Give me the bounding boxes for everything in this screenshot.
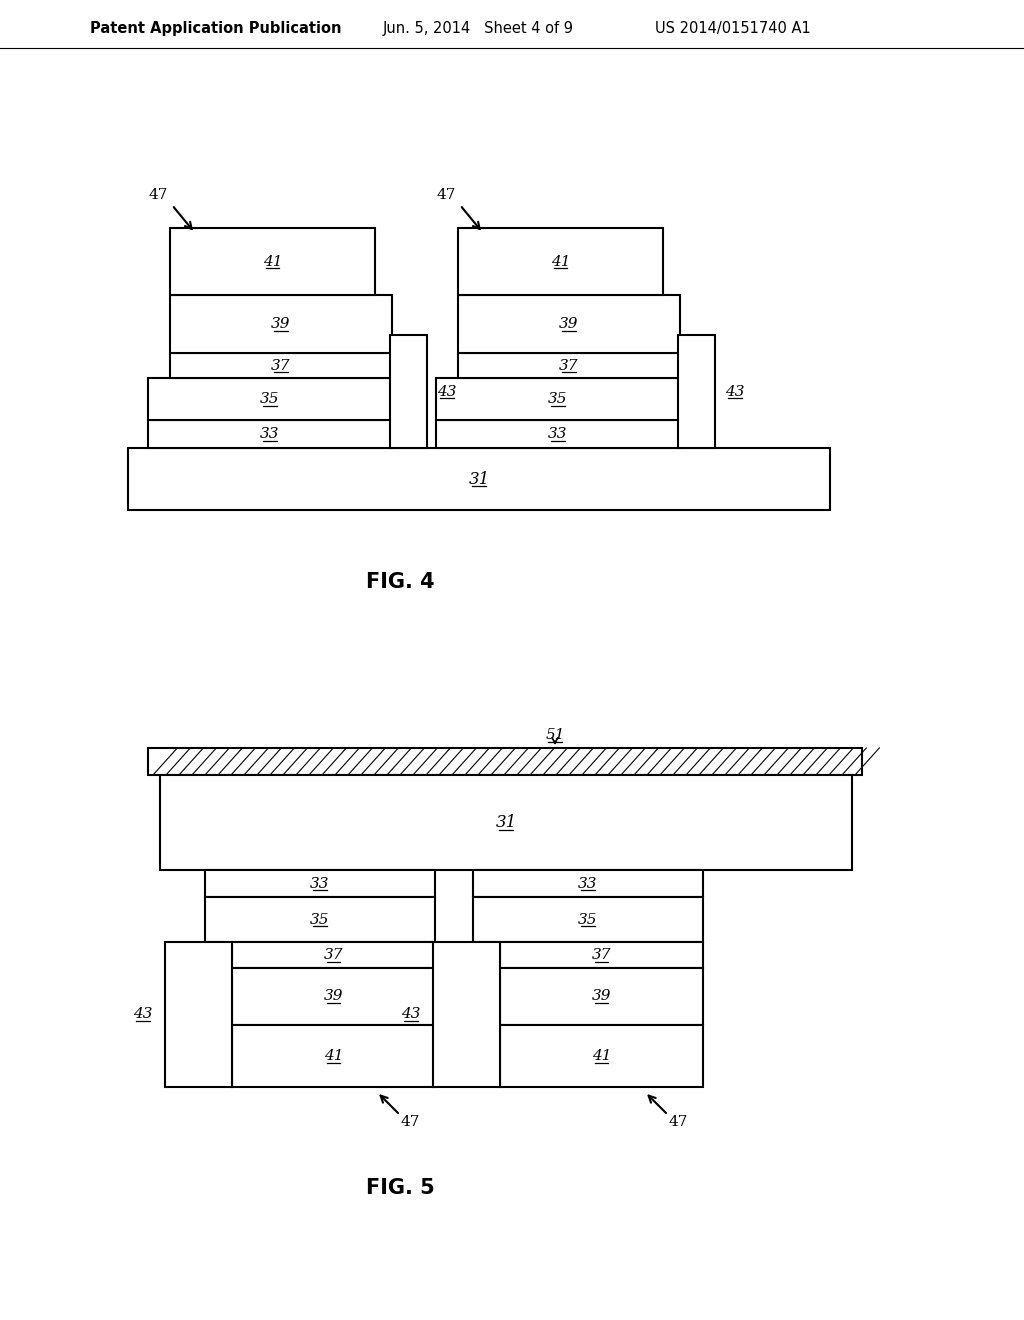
Text: 47: 47 <box>436 187 456 202</box>
Bar <box>436 420 680 447</box>
Text: 35: 35 <box>548 392 567 407</box>
Text: 47: 47 <box>669 1115 688 1129</box>
Text: 33: 33 <box>310 876 330 891</box>
Text: 43: 43 <box>725 384 744 399</box>
Bar <box>160 775 852 870</box>
Bar <box>458 294 680 352</box>
Bar <box>232 942 435 968</box>
Bar <box>205 870 435 898</box>
Text: 41: 41 <box>263 255 283 268</box>
Bar <box>473 870 703 898</box>
Bar <box>170 294 392 352</box>
Text: 51: 51 <box>545 729 565 742</box>
Bar <box>433 942 500 1086</box>
Bar <box>232 1026 435 1086</box>
Bar <box>232 968 435 1026</box>
Bar <box>500 1026 703 1086</box>
Bar <box>148 420 392 447</box>
Bar <box>148 378 392 420</box>
Text: 41: 41 <box>592 1049 611 1063</box>
Bar <box>436 378 680 420</box>
Text: 37: 37 <box>559 359 579 372</box>
Bar <box>458 228 663 294</box>
Text: 41: 41 <box>324 1049 343 1063</box>
Bar <box>128 447 830 510</box>
Text: Jun. 5, 2014   Sheet 4 of 9: Jun. 5, 2014 Sheet 4 of 9 <box>383 21 574 36</box>
Bar <box>458 352 680 378</box>
Text: FIG. 5: FIG. 5 <box>366 1177 434 1199</box>
Text: 37: 37 <box>324 948 343 962</box>
Text: 33: 33 <box>260 426 280 441</box>
Bar <box>170 352 392 378</box>
Text: 47: 47 <box>148 187 168 202</box>
Text: 33: 33 <box>548 426 567 441</box>
Text: 41: 41 <box>551 255 570 268</box>
Bar <box>390 335 427 447</box>
Text: 35: 35 <box>579 912 598 927</box>
Bar <box>678 335 715 447</box>
Text: 31: 31 <box>496 814 517 832</box>
Text: 43: 43 <box>401 1007 421 1022</box>
Bar <box>500 942 703 968</box>
Text: 39: 39 <box>324 990 343 1003</box>
Text: 33: 33 <box>579 876 598 891</box>
Text: 39: 39 <box>559 317 579 331</box>
Bar <box>170 228 375 294</box>
Bar <box>148 748 862 775</box>
Text: 37: 37 <box>271 359 291 372</box>
Bar <box>473 898 703 942</box>
Text: 43: 43 <box>437 384 457 399</box>
Text: 37: 37 <box>592 948 611 962</box>
Bar <box>500 968 703 1026</box>
Text: 39: 39 <box>271 317 291 331</box>
Text: Patent Application Publication: Patent Application Publication <box>90 21 341 36</box>
Text: 35: 35 <box>310 912 330 927</box>
Text: 43: 43 <box>133 1007 153 1022</box>
Text: 47: 47 <box>400 1115 420 1129</box>
Text: 31: 31 <box>468 470 489 487</box>
Text: 35: 35 <box>260 392 280 407</box>
Text: 39: 39 <box>592 990 611 1003</box>
Bar <box>165 942 232 1086</box>
Text: FIG. 4: FIG. 4 <box>366 572 434 591</box>
Text: US 2014/0151740 A1: US 2014/0151740 A1 <box>655 21 811 36</box>
Bar <box>205 898 435 942</box>
